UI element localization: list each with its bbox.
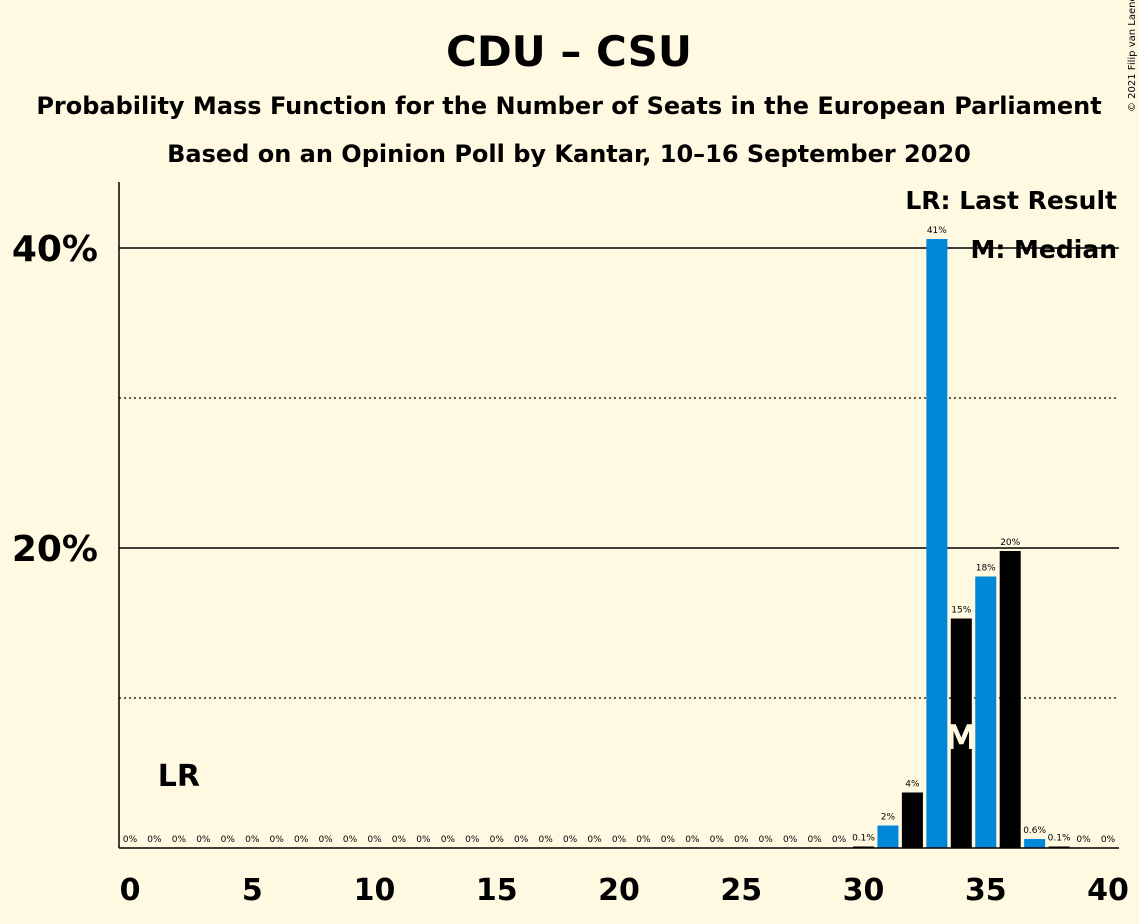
copyright-note: © 2021 Filip van Laenen xyxy=(1127,0,1138,112)
bar-label-seat-16: 0% xyxy=(514,835,529,845)
bar-seat-34 xyxy=(950,618,972,848)
bar-label-seat-8: 0% xyxy=(318,835,333,845)
bar-label-seat-29: 0% xyxy=(832,835,847,845)
bar-label-seat-14: 0% xyxy=(465,835,480,845)
bar-label-seat-39: 0% xyxy=(1076,835,1091,845)
bar-label-seat-13: 0% xyxy=(441,835,456,845)
bar-seat-36 xyxy=(999,551,1021,848)
bar-seat-31 xyxy=(877,825,899,848)
x-tick-label-0: 0 xyxy=(120,873,141,908)
bar-label-seat-19: 0% xyxy=(587,835,602,845)
bar-label-seat-40: 0% xyxy=(1101,835,1116,845)
bars xyxy=(853,239,1070,848)
x-tick-label-5: 5 xyxy=(242,873,263,908)
bar-label-seat-15: 0% xyxy=(490,835,505,845)
x-tick-label-10: 10 xyxy=(354,873,396,908)
bar-label-seat-33: 41% xyxy=(927,226,947,236)
bar-label-seat-30: 0.1% xyxy=(852,834,875,844)
bar-label-seat-6: 0% xyxy=(270,835,285,845)
y-tick-label-20: 20% xyxy=(12,529,98,570)
x-tick-label-40: 40 xyxy=(1087,873,1129,908)
bar-label-seat-9: 0% xyxy=(343,835,358,845)
bar-label-seat-35: 18% xyxy=(976,564,996,574)
bar-label-seat-1: 0% xyxy=(147,835,162,845)
bar-label-seat-36: 20% xyxy=(1000,538,1020,548)
legend-last-result: LR: Last Result xyxy=(905,186,1117,215)
bar-label-seat-7: 0% xyxy=(294,835,309,845)
bar-seat-37 xyxy=(1024,839,1046,848)
x-tick-label-20: 20 xyxy=(598,873,640,908)
chart-subtitle-poll: Based on an Opinion Poll by Kantar, 10–1… xyxy=(167,140,971,168)
bar-label-seat-2: 0% xyxy=(172,835,187,845)
x-tick-label-30: 30 xyxy=(843,873,885,908)
bar-seat-32 xyxy=(901,792,923,848)
bar-label-seat-3: 0% xyxy=(196,835,211,845)
x-axis-ticks: 0 5 10 15 20 25 30 35 40 xyxy=(120,873,1129,908)
bar-label-seat-38: 0.1% xyxy=(1048,834,1071,844)
markers: LR M xyxy=(158,718,978,794)
median-marker: M xyxy=(944,718,978,758)
bar-seat-33 xyxy=(926,239,948,848)
bar-label-seat-11: 0% xyxy=(392,835,407,845)
bar-label-seat-27: 0% xyxy=(783,835,798,845)
bar-label-seat-17: 0% xyxy=(539,835,554,845)
bar-label-seat-37: 0.6% xyxy=(1023,826,1046,836)
bar-label-seat-21: 0% xyxy=(636,835,651,845)
bar-label-seat-25: 0% xyxy=(734,835,749,845)
chart-title: CDU – CSU xyxy=(446,27,692,76)
bar-label-seat-4: 0% xyxy=(221,835,236,845)
last-result-marker: LR xyxy=(158,759,200,794)
gridlines xyxy=(119,247,1119,699)
bar-label-seat-20: 0% xyxy=(612,835,627,845)
x-tick-label-25: 25 xyxy=(720,873,762,908)
bar-value-labels: 0% 0% 0% 0% 0% 0% 0% 0% 0% 0% 0% 0% 0% 0% 0% 0% 0% 0% 0% 0%… xyxy=(123,226,1116,845)
bar-label-seat-5: 0% xyxy=(245,835,260,845)
bar-label-seat-10: 0% xyxy=(367,835,382,845)
y-axis-ticks: 20% 40% xyxy=(12,229,98,570)
bar-seat-35 xyxy=(975,576,997,848)
legend-median: M: Median xyxy=(970,235,1117,264)
bar-label-seat-32: 4% xyxy=(905,780,920,790)
bar-label-seat-31: 2% xyxy=(881,813,896,823)
bar-label-seat-23: 0% xyxy=(685,835,700,845)
bar-label-seat-28: 0% xyxy=(807,835,822,845)
bar-label-seat-12: 0% xyxy=(416,835,431,845)
bar-label-seat-34: 15% xyxy=(951,606,971,616)
y-tick-label-40: 40% xyxy=(12,229,98,270)
bar-label-seat-26: 0% xyxy=(759,835,774,845)
bar-label-seat-24: 0% xyxy=(710,835,725,845)
bar-label-seat-18: 0% xyxy=(563,835,578,845)
bar-label-seat-22: 0% xyxy=(661,835,676,845)
chart-subtitle: Probability Mass Function for the Number… xyxy=(36,92,1101,120)
x-tick-label-15: 15 xyxy=(476,873,518,908)
legend: LR: Last Result M: Median xyxy=(905,186,1117,264)
x-tick-label-35: 35 xyxy=(965,873,1007,908)
bar-label-seat-0: 0% xyxy=(123,835,138,845)
